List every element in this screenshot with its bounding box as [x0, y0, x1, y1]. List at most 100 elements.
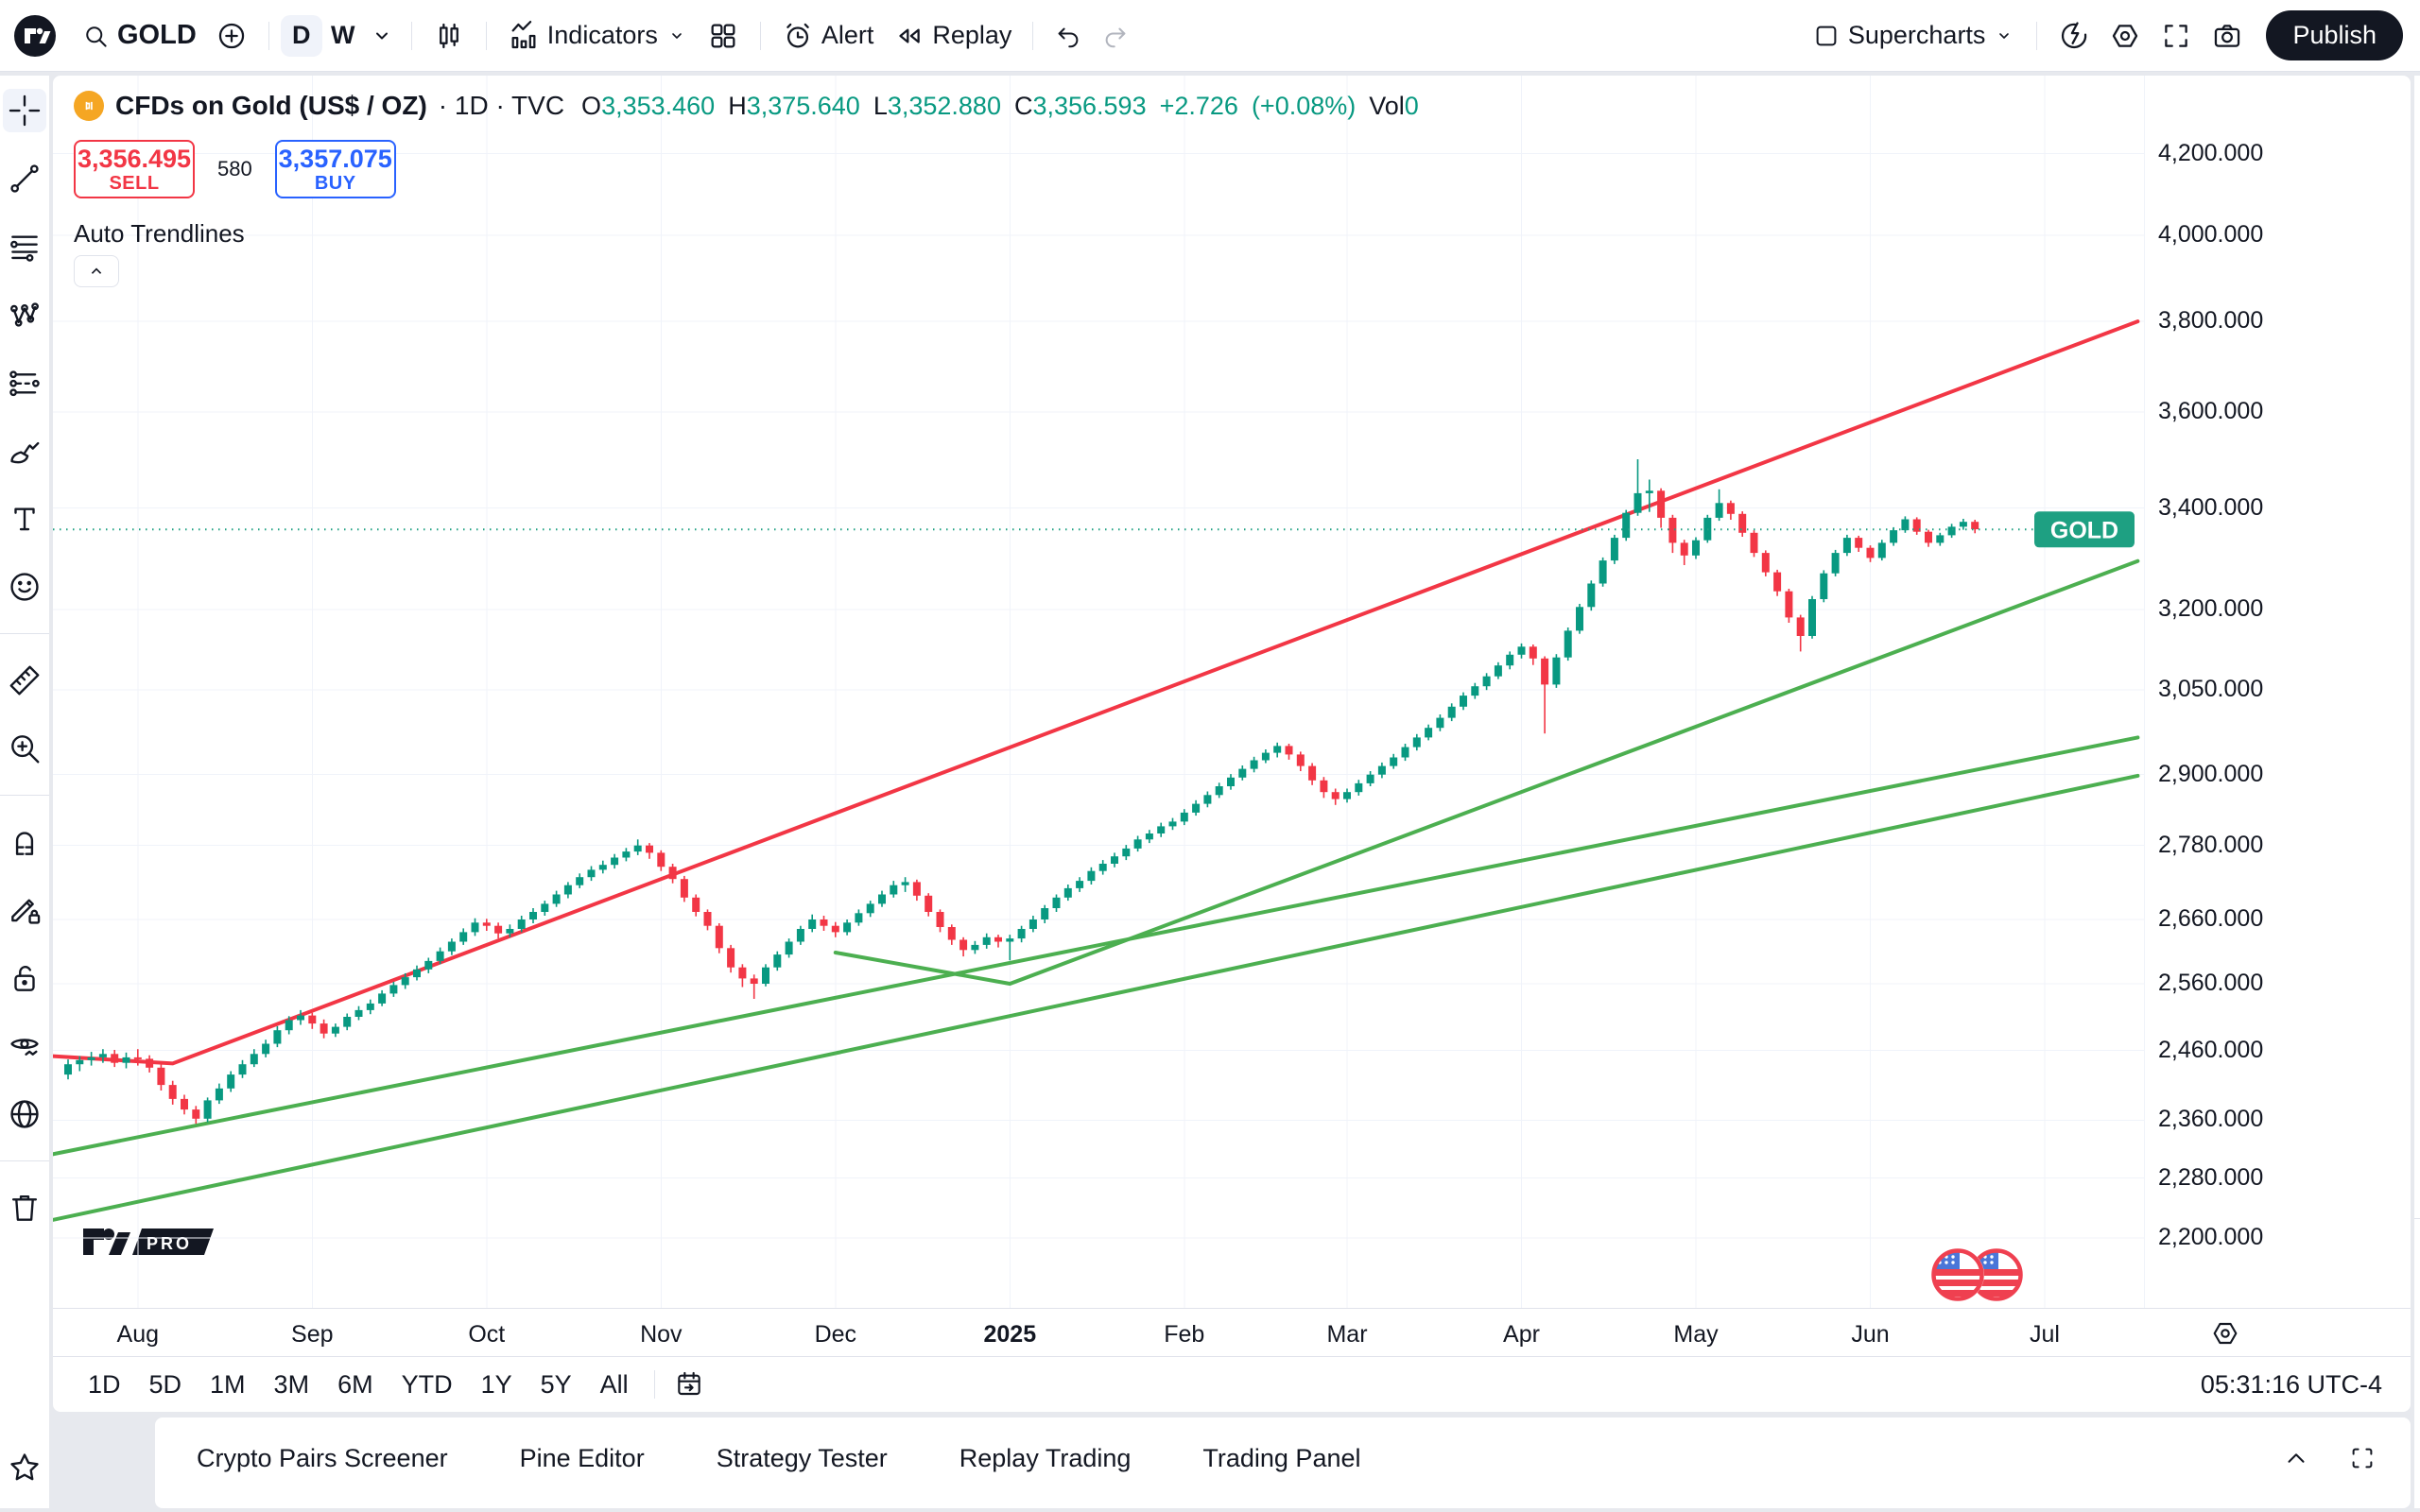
range-6m-button[interactable]: 6M	[323, 1363, 388, 1407]
price-tick-label: 2,460.000	[2158, 1036, 2264, 1063]
replay-label: Replay	[932, 21, 1012, 49]
range-all-button[interactable]: All	[586, 1363, 643, 1407]
buy-button[interactable]: 3,357.075 BUY	[274, 140, 396, 198]
chart-style-button[interactable]	[424, 12, 475, 60]
change-percent: (+0.08%)	[1251, 91, 1357, 120]
globe-icon[interactable]	[3, 1092, 46, 1136]
change-value: +2.726	[1159, 91, 1238, 120]
right-sidebar	[2414, 76, 2420, 1508]
symbol-info-row: CFDs on Gold (US$ / OZ) · 1D · TVC O3,35…	[74, 91, 1419, 121]
indicator-templates-button[interactable]	[698, 12, 749, 60]
candlestick-style-icon	[433, 20, 465, 52]
time-tick-label: Jul	[2030, 1321, 2060, 1348]
alert-label: Alert	[821, 21, 874, 49]
divider	[653, 1370, 655, 1400]
pattern-xabcd-icon[interactable]	[3, 293, 46, 336]
indicator-name-label[interactable]: Auto Trendlines	[74, 219, 245, 248]
brush-icon[interactable]	[3, 429, 46, 472]
bottom-tab-crypto-pairs-screener[interactable]: Crypto Pairs Screener	[197, 1435, 448, 1483]
open-value: 3,353.460	[601, 91, 716, 120]
bottom-tab-strategy-tester[interactable]: Strategy Tester	[717, 1435, 888, 1483]
magnet-icon[interactable]	[3, 820, 46, 864]
go-to-date-button[interactable]	[666, 1364, 712, 1405]
bottom-tab-trading-panel[interactable]: Trading Panel	[1202, 1435, 1360, 1483]
range-1m-button[interactable]: 1M	[196, 1363, 260, 1407]
remove-drawings-icon[interactable]	[3, 1186, 46, 1229]
camera-icon	[2211, 20, 2243, 52]
price-tick-label: 4,000.000	[2158, 221, 2264, 249]
compare-add-button[interactable]	[206, 12, 257, 60]
panel-maximize-icon[interactable]	[2348, 1444, 2377, 1472]
axis-settings-gear-icon[interactable]	[2210, 1318, 2240, 1349]
bottom-panel-bar: Crypto Pairs Screener Pine Editor Strategy…	[155, 1418, 2411, 1508]
range-1y-button[interactable]: 1Y	[467, 1363, 527, 1407]
volume-value: 0	[1404, 91, 1419, 120]
price-axis[interactable]: 4,200.000 4,000.000 3,800.000 3,600.000 3,40…	[2144, 76, 2308, 1308]
crosshair-icon[interactable]	[3, 89, 46, 132]
price-chart[interactable]: GOLD	[53, 76, 2144, 1308]
layout-select-button[interactable]: Supercharts	[1803, 13, 2026, 58]
replay-button[interactable]: Replay	[883, 12, 1021, 60]
range-5d-button[interactable]: 5D	[135, 1363, 197, 1407]
publish-button[interactable]: Publish	[2266, 10, 2403, 60]
tradingview-logo[interactable]	[13, 14, 57, 58]
time-axis[interactable]: Aug Sep Oct Nov Dec 2025 Feb Mar Apr May Jun Jul	[53, 1308, 2411, 1356]
text-icon[interactable]	[3, 497, 46, 541]
zoom-in-icon[interactable]	[3, 727, 46, 770]
timeframe-1d-button[interactable]: D	[280, 14, 322, 57]
alert-button[interactable]: Alert	[772, 12, 884, 60]
symbol-search-button[interactable]: GOLD	[72, 12, 206, 59]
clock[interactable]: 05:31:16 UTC-4	[2200, 1369, 2382, 1399]
projection-icon[interactable]	[3, 361, 46, 404]
measure-icon[interactable]	[3, 659, 46, 702]
fullscreen-button[interactable]	[2151, 12, 2202, 60]
time-tick-label: Nov	[640, 1321, 683, 1348]
quick-search-button[interactable]	[2048, 12, 2100, 60]
bottom-tab-pine-editor[interactable]: Pine Editor	[520, 1435, 645, 1483]
low-label: L	[873, 91, 888, 120]
buy-price: 3,357.075	[278, 144, 392, 173]
indicators-label: Indicators	[546, 21, 658, 49]
date-range-toolbar: 1D 5D 1M 3M 6M YTD 1Y 5Y All 05:31:16 UTC-4	[53, 1356, 2411, 1412]
collapse-indicator-button[interactable]	[74, 255, 119, 287]
chart-settings-button[interactable]	[2100, 12, 2151, 60]
trend-line-icon[interactable]	[3, 157, 46, 200]
replay-rewind-icon	[892, 20, 925, 52]
lock-all-drawings-icon[interactable]	[3, 956, 46, 1000]
range-ytd-button[interactable]: YTD	[388, 1363, 467, 1407]
hide-drawings-icon[interactable]	[3, 1024, 46, 1068]
time-tick-label: Aug	[116, 1321, 160, 1348]
drawing-edit-lock-icon[interactable]	[3, 888, 46, 932]
redo-icon	[1101, 22, 1130, 50]
divider	[0, 1160, 49, 1161]
panel-expand-chevron-icon[interactable]	[2282, 1444, 2310, 1472]
range-3m-button[interactable]: 3M	[260, 1363, 324, 1407]
indicators-chevron-icon	[666, 25, 688, 47]
favorites-star-icon[interactable]	[3, 1446, 46, 1489]
snapshot-button[interactable]	[2202, 12, 2253, 60]
gear-icon	[2109, 20, 2141, 52]
economic-event-flags[interactable]	[1928, 1246, 2032, 1304]
range-5y-button[interactable]: 5Y	[527, 1363, 586, 1407]
redo-button[interactable]	[1092, 14, 1139, 58]
indicators-icon	[508, 20, 540, 52]
price-tick-label: 3,600.000	[2158, 398, 2264, 425]
alert-clock-icon	[782, 20, 814, 52]
indicators-button[interactable]: Indicators	[498, 12, 698, 60]
spread-value: 580	[217, 157, 252, 180]
undo-button[interactable]	[1045, 14, 1092, 58]
range-1d-button[interactable]: 1D	[74, 1363, 135, 1407]
last-price-tag	[2034, 511, 2135, 548]
time-tick-label: Feb	[1164, 1321, 1205, 1348]
top-toolbar: GOLD D W Indicators Alert	[0, 0, 2420, 72]
divider	[0, 795, 49, 796]
symbol-title[interactable]: CFDs on Gold (US$ / OZ)	[115, 91, 427, 120]
fib-retracement-icon[interactable]	[3, 225, 46, 268]
price-tick-label: 2,900.000	[2158, 760, 2264, 787]
emoji-icon[interactable]	[3, 565, 46, 609]
sell-button[interactable]: 3,356.495 SELL	[74, 140, 195, 198]
bottom-tab-replay-trading[interactable]: Replay Trading	[959, 1435, 1132, 1483]
timeframe-1w-button[interactable]: W	[331, 21, 355, 49]
timeframe-menu-chevron-icon[interactable]	[368, 22, 396, 50]
time-tick-label: Mar	[1326, 1321, 1368, 1348]
